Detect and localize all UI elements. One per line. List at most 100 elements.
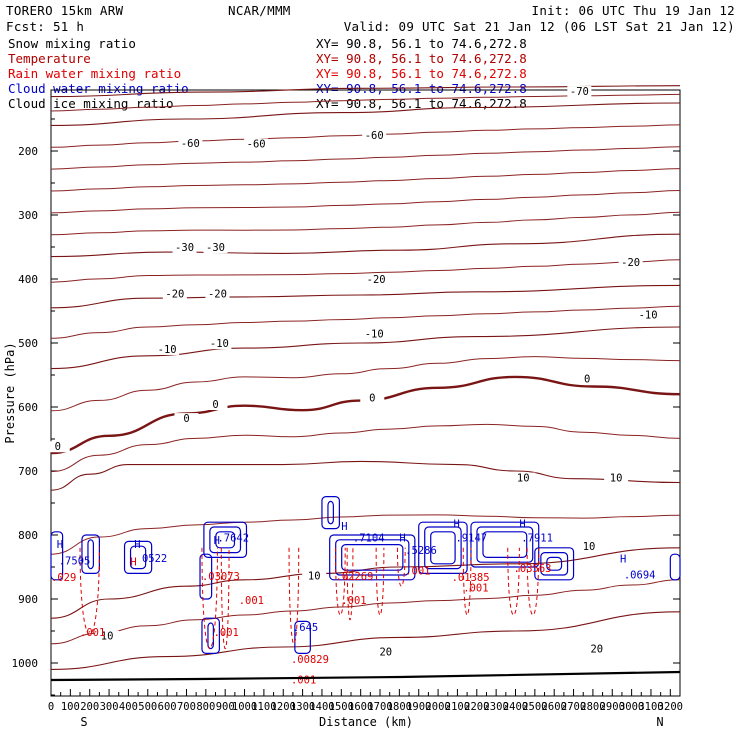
y-tick-label: 200 <box>18 145 38 158</box>
isotherm-label-bg <box>362 328 387 340</box>
x-tick-label: 1600 <box>348 701 373 713</box>
axes: 0 100 200 300 400 500 600 700 800 900100011001200… <box>12 118 683 713</box>
isotherm <box>50 611 681 670</box>
isotherm <box>50 375 681 455</box>
isotherm <box>50 460 681 491</box>
cloud-water-label: .7505 <box>59 555 91 567</box>
isotherm-label-bg <box>203 399 228 410</box>
isotherm-label: -30 <box>206 242 225 254</box>
isotherm <box>50 102 681 126</box>
isotherm-label-bg <box>203 242 228 254</box>
south-label: S <box>80 715 87 729</box>
cloud-water-label: .7642 <box>217 532 249 544</box>
y-axis-label: Pressure (hPa) <box>3 342 17 443</box>
cloud-water-label: H <box>399 532 405 544</box>
y-tick-label: 1000 <box>12 657 39 670</box>
isotherm-label-bg <box>244 138 269 150</box>
x-tick-label: 3100 <box>638 701 663 713</box>
rain-water-label: .001 <box>341 595 366 607</box>
cloud-water-contour <box>87 539 94 570</box>
rain-water-contour <box>526 547 540 616</box>
isotherm-label: 10 <box>583 541 596 553</box>
cloud-water-contour <box>294 620 311 655</box>
rain-water-label: .001 <box>239 595 264 607</box>
cloud-water-contour <box>81 534 100 575</box>
x-tick-label: 100 <box>61 701 80 713</box>
x-tick-label: 1800 <box>387 701 412 713</box>
rain-water-contour <box>201 547 218 649</box>
isotherm-label: -10 <box>210 338 229 350</box>
cloud-water-contour <box>430 531 456 565</box>
isotherm-label-bg <box>584 643 609 655</box>
rain-water-contour <box>335 547 346 616</box>
rain-water-label: .001 <box>80 627 105 639</box>
cloud-water-contour <box>50 531 64 581</box>
rain-water-label: .001 <box>214 627 239 639</box>
isotherm-minor <box>50 168 681 192</box>
cloud-water-contour <box>207 622 214 650</box>
cloud-water-contour <box>424 526 462 570</box>
isotherm-minor <box>50 514 681 555</box>
isotherm-label-bg <box>205 288 230 300</box>
x-tick-label: 1000 <box>232 701 257 713</box>
cloud-water-label: H <box>519 518 525 530</box>
isotherm-label: -30 <box>175 242 194 254</box>
cloud-water-contour <box>540 551 569 576</box>
x-tick-label: 2300 <box>483 701 508 713</box>
cloud-water-contour <box>203 521 248 559</box>
cloud-water-contour <box>209 526 242 554</box>
x-tick-label: 500 <box>138 701 157 713</box>
y-tick-label: 700 <box>18 465 38 478</box>
contour-labels: -70 -60 -60 -60 -30 -30 -20 -20 -20 -20 -10 -10 -10 -… <box>45 86 661 686</box>
isotherm-label-bg <box>604 472 629 484</box>
cloud-water-label: .9147 <box>455 532 487 544</box>
x-axis-label: Distance (km) <box>319 715 413 729</box>
x-tick-label: 200 <box>80 701 99 713</box>
legend-label: Rain water mixing ratio <box>8 66 181 81</box>
cloud-water-label: H <box>214 535 220 547</box>
rain-water-label: .03563 <box>514 563 552 575</box>
isotherm-label-bg <box>155 343 180 355</box>
rain-water-label: .029 <box>51 572 76 584</box>
isotherm-label-bg <box>95 630 120 642</box>
rain-water-contour <box>220 547 230 649</box>
isotherm-label: -60 <box>181 138 200 150</box>
isotherm-label-bg <box>618 256 643 268</box>
isotherm-label: 0 <box>183 413 189 425</box>
isotherm-label: -10 <box>639 309 658 321</box>
x-tick-label: 400 <box>119 701 138 713</box>
center-title: NCAR/MMM <box>228 3 291 18</box>
isotherm-label: 20 <box>590 643 603 655</box>
rain-water-contour <box>462 547 472 616</box>
x-tick-label: 800 <box>196 701 215 713</box>
cloud-water-contour <box>669 553 681 581</box>
x-tick-label: 600 <box>158 701 177 713</box>
cloud-water-contour <box>546 556 563 571</box>
isotherm-label-bg <box>373 646 398 658</box>
cloud-water-contour <box>329 534 416 581</box>
cloud-water-contour <box>534 547 575 581</box>
rain-water-label: .001 <box>463 582 488 594</box>
isotherm-label: -20 <box>165 288 184 300</box>
isotherm <box>50 326 681 370</box>
cloud-water-contour <box>341 543 404 571</box>
x-tick-label: 2400 <box>503 701 528 713</box>
x-tick-label: 900 <box>216 701 235 713</box>
x-tick-label: 1400 <box>309 701 334 713</box>
isotherm <box>50 233 681 258</box>
legend-xy: XY= 90.8, 56.1 to 74.6,272.8 <box>316 51 527 66</box>
cloud-water-label: H <box>341 521 347 533</box>
isotherm-label-bg <box>511 472 536 484</box>
isotherm-label: 10 <box>610 473 623 485</box>
init-time: Init: 06 UTC Thu 19 Jan 12 <box>532 3 735 18</box>
rain-water-label: .02269 <box>336 571 374 583</box>
rain-water-label: .00829 <box>291 654 329 666</box>
isotherm-label-bg <box>178 137 203 149</box>
isotherm-label: 0 <box>369 393 375 405</box>
isotherm-label: -20 <box>208 288 227 300</box>
cloud-water-label: H <box>454 518 460 530</box>
isotherm-label-bg <box>636 309 661 321</box>
cloud-water-label: .7104 <box>353 532 385 544</box>
cloud-water-label: H <box>620 554 626 566</box>
